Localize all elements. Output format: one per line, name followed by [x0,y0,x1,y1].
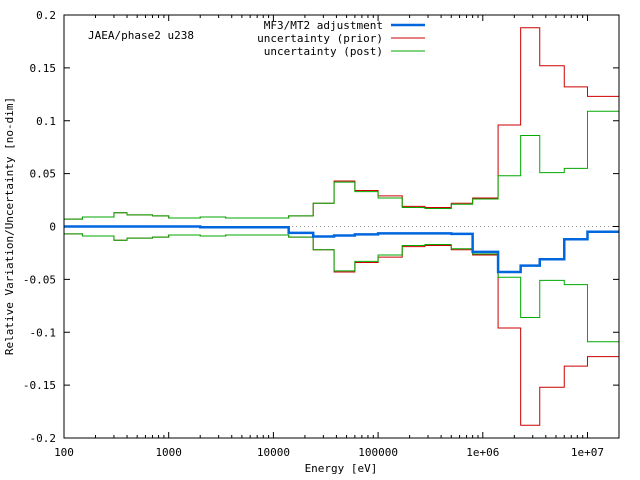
y-tick-label: 0.05 [30,168,57,181]
x-tick-label: 100000 [358,446,398,459]
y-tick-label: 0.15 [30,62,57,75]
x-tick-label: 100 [54,446,74,459]
x-tick-label: 10000 [257,446,290,459]
series-layer [64,27,620,426]
x-tick-label: 1000 [155,446,182,459]
plot-frame [63,14,620,439]
legend-label: MF3/MT2 adjustment [264,19,383,32]
legend-label: uncertainty (post) [264,45,383,58]
legend-label: uncertainty (prior) [257,32,383,45]
y-tick-label: 0.2 [36,9,56,22]
y-tick-label: 0.1 [36,115,56,128]
x-tick-label: 1e+06 [466,446,499,459]
y-tick-label: -0.2 [30,432,57,445]
y-tick-label: 0 [49,221,56,234]
series-line-mf3-mt2-adjustment [64,225,619,274]
y-tick-label: -0.15 [23,379,56,392]
y-axis-label: Relative Variation/Uncertainty [no-dim] [3,97,16,355]
y-tick-label: -0.05 [23,273,56,286]
series-line-uncertainty-post-negative [64,233,620,343]
x-axis-label: Energy [eV] [305,462,378,475]
chart-annotation: JAEA/phase2 u238 [88,29,194,42]
x-tick-label: 1e+07 [571,446,604,459]
series-line-uncertainty-post [64,110,620,220]
y-tick-label: -0.1 [30,326,57,339]
